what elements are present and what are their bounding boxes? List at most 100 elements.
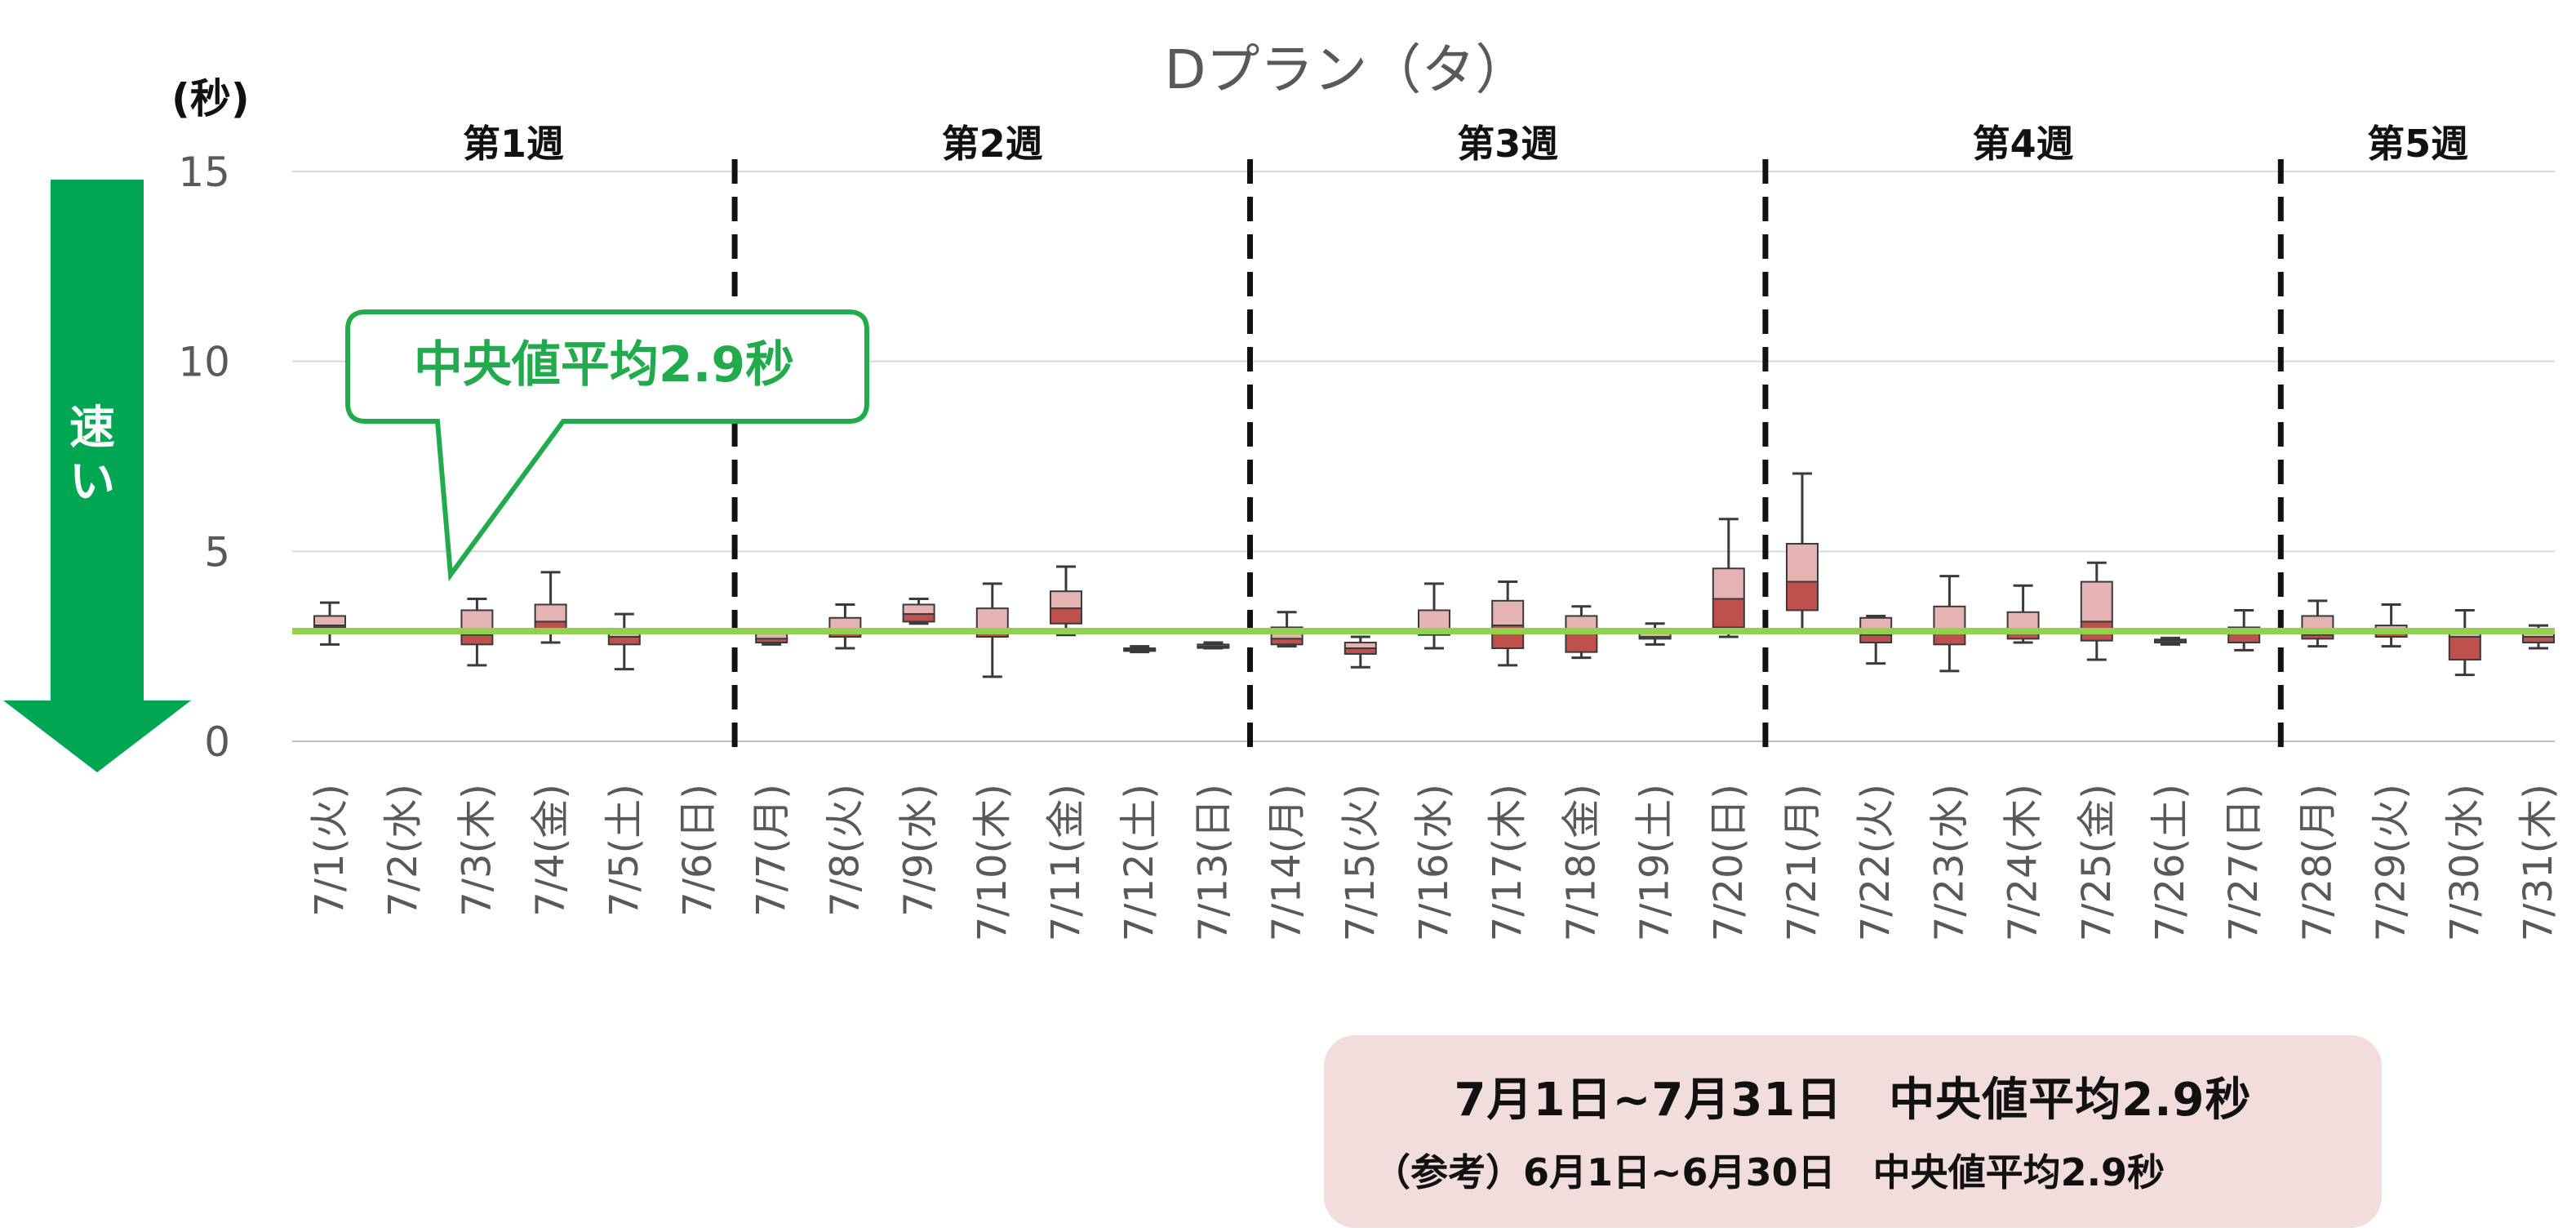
box-lower-half <box>1712 598 1745 629</box>
x-tick-label: 7/5(土) <box>602 784 647 917</box>
summary-reference-period: （参考）6月1日~6月30日 中央値平均2.9秒 <box>1373 1150 2165 1194</box>
y-axis-ticks: 0 5 10 15 <box>178 149 230 766</box>
box-upper-half <box>534 603 567 623</box>
x-tick-label: 7/23(水) <box>1926 784 1972 941</box>
week-label: 第4週 <box>1973 122 2074 166</box>
box-upper-half <box>1491 599 1525 627</box>
box-25 <box>2080 561 2113 661</box>
box-lower-half <box>1638 636 1672 640</box>
box-9 <box>902 598 935 625</box>
x-tick-label: 7/28(月) <box>2294 784 2340 941</box>
speed-label: 速い <box>69 402 115 509</box>
box-lower-half <box>1565 632 1598 653</box>
x-tick-label: 7/31(木) <box>2516 784 2561 941</box>
chart-title: Dプラン（タ） <box>1165 38 1530 101</box>
y-tick-label: 5 <box>204 528 230 576</box>
box-15 <box>1344 635 1377 669</box>
gridlines <box>292 171 2555 742</box>
box-lower-half <box>1786 580 1819 612</box>
x-tick-label: 7/21(月) <box>1779 784 1825 941</box>
x-tick-label: 7/15(火) <box>1338 784 1383 941</box>
box-lower-half <box>1933 632 1966 646</box>
box-lower-half <box>1270 638 1304 646</box>
x-tick-label: 7/16(水) <box>1411 784 1457 941</box>
x-tick-label: 7/19(土) <box>1632 784 1678 941</box>
box-4 <box>534 571 567 644</box>
x-tick-label: 7/20(日) <box>1706 784 1752 941</box>
x-tick-label: 7/8(火) <box>822 784 868 917</box>
box-19 <box>1638 622 1672 646</box>
box-22 <box>1859 614 1893 665</box>
box-12 <box>1123 645 1157 654</box>
summary-box: 7月1日~7月31日 中央値平均2.9秒 （参考）6月1日~6月30日 中央値平… <box>1324 1035 2382 1228</box>
box-14 <box>1270 611 1304 648</box>
x-tick-label: 7/30(水) <box>2442 784 2488 941</box>
boxplot-series <box>313 472 2555 678</box>
box-29 <box>2374 603 2408 648</box>
x-tick-label: 7/6(日) <box>675 784 721 917</box>
box-lower-half <box>2227 632 2261 644</box>
box-upper-half <box>1050 590 1082 610</box>
box-upper-half <box>2080 580 2113 623</box>
week-label: 第1週 <box>463 122 564 166</box>
box-lower-half <box>1123 648 1157 652</box>
box-lower-half <box>2154 639 2187 644</box>
box-28 <box>2301 599 2334 648</box>
y-tick-label: 15 <box>178 149 230 196</box>
box-lower-half <box>1859 634 1893 644</box>
speed-arrow-icon <box>3 180 191 772</box>
box-11 <box>1050 565 1082 637</box>
box-21 <box>1786 472 1819 633</box>
box-upper-half <box>1712 567 1745 600</box>
week-dividers: 第1週 第2週 第3週 第4週 第5週 <box>463 122 2468 751</box>
box-16 <box>1418 582 1450 650</box>
box-upper-half <box>313 615 346 627</box>
box-30 <box>2448 608 2481 677</box>
box-lower-half <box>313 625 346 629</box>
box-upper-half <box>902 603 935 616</box>
callout-bubble <box>345 309 869 582</box>
summary-current-period: 7月1日~7月31日 中央値平均2.9秒 <box>1454 1074 2252 1127</box>
week-label: 第5週 <box>2367 122 2468 166</box>
box-lower-half <box>2301 634 2334 640</box>
box-26 <box>2154 636 2187 646</box>
box-lower-half <box>607 636 641 646</box>
box-1 <box>313 601 346 646</box>
x-tick-label: 7/10(木) <box>970 784 1015 941</box>
x-tick-label: 7/1(火) <box>307 784 353 917</box>
box-lower-half <box>2522 636 2555 644</box>
y-tick-label: 10 <box>178 339 230 386</box>
x-tick-label: 7/26(土) <box>2147 784 2193 941</box>
box-lower-half <box>1050 607 1082 625</box>
x-tick-label: 7/17(木) <box>1485 784 1530 941</box>
box-upper-half <box>1344 642 1377 649</box>
callout-text: 中央値平均2.9秒 <box>413 336 795 394</box>
y-tick-label: 0 <box>204 718 230 766</box>
x-tick-label: 7/24(木) <box>2001 784 2046 941</box>
x-tick-label: 7/18(金) <box>1558 784 1604 941</box>
box-lower-half <box>2448 636 2481 660</box>
box-23 <box>1933 575 1966 673</box>
x-tick-label: 7/14(月) <box>1264 784 1310 941</box>
x-axis-ticks: 7/1(火) 7/2(水) 7/3(木) 7/4(金) 7/5(土) 7/6(日) 7/7(… <box>307 784 2561 941</box>
x-tick-label: 7/2(水) <box>380 784 426 917</box>
box-5 <box>607 612 641 671</box>
x-tick-label: 7/11(金) <box>1043 784 1089 941</box>
x-tick-label: 7/4(金) <box>528 784 574 917</box>
week-label: 第2週 <box>942 122 1043 166</box>
x-tick-label: 7/13(日) <box>1190 784 1236 941</box>
x-tick-label: 7/12(土) <box>1117 784 1162 941</box>
x-tick-label: 7/27(日) <box>2221 784 2267 941</box>
box-8 <box>828 603 862 650</box>
box-lower-half <box>755 638 788 644</box>
box-20 <box>1712 518 1745 638</box>
box-lower-half <box>460 634 494 646</box>
x-tick-label: 7/7(月) <box>748 784 794 917</box>
box-13 <box>1197 641 1230 650</box>
x-tick-label: 7/22(火) <box>1853 784 1899 941</box>
box-lower-half <box>1344 647 1377 655</box>
box-upper-half <box>1786 543 1819 583</box>
box-lower-half <box>1197 645 1230 649</box>
week-label: 第3週 <box>1457 122 1558 166</box>
y-unit-label: (秒) <box>171 75 250 122</box>
